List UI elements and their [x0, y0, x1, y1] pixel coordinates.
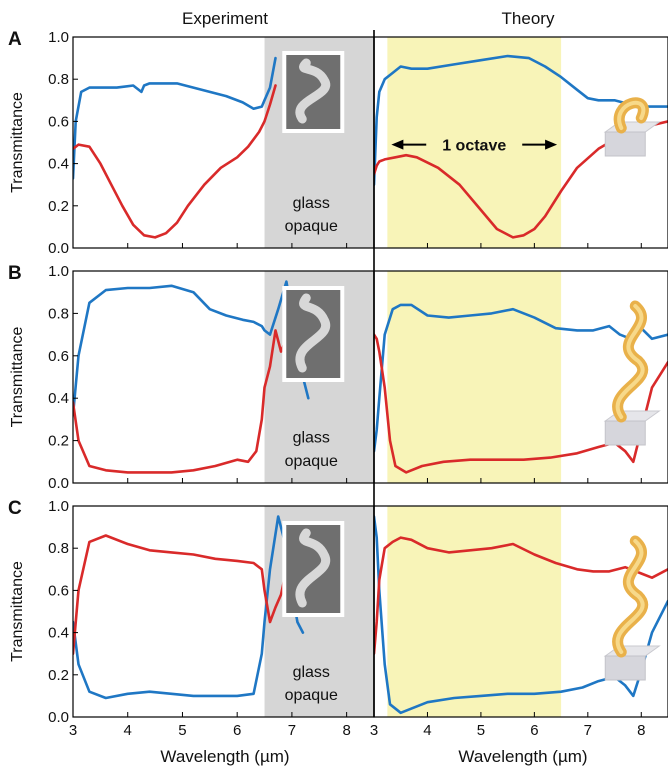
x-tick-label: 5: [178, 722, 186, 739]
glass-block: [604, 655, 646, 681]
panel-label-c: C: [8, 498, 22, 519]
x-tick-label: 4: [124, 722, 132, 739]
y-tick-label: 0.4: [48, 390, 69, 407]
header-theory: Theory: [502, 9, 555, 28]
x-tick-label: 8: [637, 722, 645, 739]
blue-curve-b-theory: [374, 303, 668, 453]
series-group-a-experiment: [73, 56, 277, 239]
red-curve-a-experiment: [73, 84, 277, 239]
sem-image-frame: [282, 286, 345, 382]
y-tick-label: 1.0: [48, 498, 69, 515]
x-axis-label-theory: Wavelength (µm): [458, 747, 587, 766]
blue-curve-c-theory: [374, 515, 668, 715]
opaque-label: opaque: [285, 218, 338, 235]
glass-block-top: [603, 121, 661, 133]
octave-band-c-theory: [387, 506, 562, 717]
red-curve-c-experiment: [73, 534, 294, 655]
y-tick-label: 1.0: [48, 29, 69, 46]
panel-label-a: A: [8, 29, 22, 50]
blue-curve-a-experiment: [73, 56, 277, 180]
x-tick-label: 5: [477, 722, 485, 739]
sem-image-frame: [282, 51, 345, 133]
y-tick-label: 0.0: [48, 240, 69, 257]
octave-arrowhead-left: [391, 139, 404, 150]
opaque-label: opaque: [285, 687, 338, 704]
red-curve-b-experiment: [73, 329, 294, 474]
series-group-a-theory: [374, 54, 668, 239]
y-tick-label: 0.6: [48, 113, 69, 130]
y-tick-label: 0.4: [48, 625, 69, 642]
y-axis-label-c: Transmittance: [9, 561, 26, 662]
y-tick-label: 0.0: [48, 475, 69, 492]
x-tick-label: 6: [233, 722, 241, 739]
octave-band-a-theory: [387, 37, 562, 248]
x-tick-label: 7: [584, 722, 592, 739]
y-tick-label: 0.4: [48, 156, 69, 173]
y-axis-label-a: Transmittance: [9, 92, 26, 193]
glass-label: glass: [293, 664, 330, 681]
sem-micrograph-a-experiment: [282, 51, 345, 133]
panel-label-b: B: [8, 263, 22, 284]
x-tick-label: 6: [530, 722, 538, 739]
y-axis-label-b: Transmittance: [9, 327, 26, 428]
gold-helix-model-c-theory: [603, 535, 661, 681]
octave-arrowhead-right: [545, 139, 558, 150]
sem-micrograph-c-experiment: [282, 521, 345, 617]
helix-icon: [295, 528, 331, 608]
y-tick-label: 0.8: [48, 305, 69, 322]
x-axis-label-experiment: Wavelength (µm): [160, 747, 289, 766]
opaque-label: opaque: [285, 453, 338, 470]
gold-helix-model-a-theory: [603, 97, 661, 157]
red-curve-c-theory: [374, 536, 668, 655]
glass-block: [604, 131, 646, 157]
y-tick-label: 0.2: [48, 198, 69, 215]
octave-label: 1 octave: [442, 138, 506, 155]
y-tick-label: 0.0: [48, 709, 69, 726]
sem-image-frame: [282, 521, 345, 617]
red-curve-b-theory: [374, 333, 668, 474]
red-curve-a-theory: [374, 120, 668, 239]
blue-curve-a-theory: [374, 54, 668, 186]
y-tick-label: 0.2: [48, 433, 69, 450]
series-group-c-theory: [374, 515, 668, 715]
gold-helix-highlight: [617, 100, 646, 130]
glass-label: glass: [293, 430, 330, 447]
octave-band-b-theory: [387, 271, 562, 483]
x-tick-label: 3: [69, 722, 77, 739]
sem-micrograph-b-experiment: [282, 286, 345, 382]
glass-label: glass: [293, 195, 330, 212]
x-tick-label: 7: [288, 722, 296, 739]
header-experiment: Experiment: [182, 9, 268, 28]
x-tick-label: 4: [423, 722, 431, 739]
y-tick-label: 0.2: [48, 667, 69, 684]
series-group-b-theory: [374, 303, 668, 474]
y-tick-label: 0.6: [48, 348, 69, 365]
y-tick-label: 0.8: [48, 540, 69, 557]
y-tick-label: 0.8: [48, 71, 69, 88]
gold-helix-highlight: [615, 539, 645, 654]
y-tick-label: 0.6: [48, 582, 69, 599]
gold-helix-model-b-theory: [603, 300, 661, 446]
x-tick-label: 3: [370, 722, 378, 739]
x-tick-label: 8: [342, 722, 350, 739]
gold-helix-highlight: [615, 304, 645, 419]
helix-icon: [295, 293, 331, 373]
y-tick-label: 1.0: [48, 263, 69, 280]
glass-block: [604, 420, 646, 446]
helix-icon: [295, 58, 331, 124]
